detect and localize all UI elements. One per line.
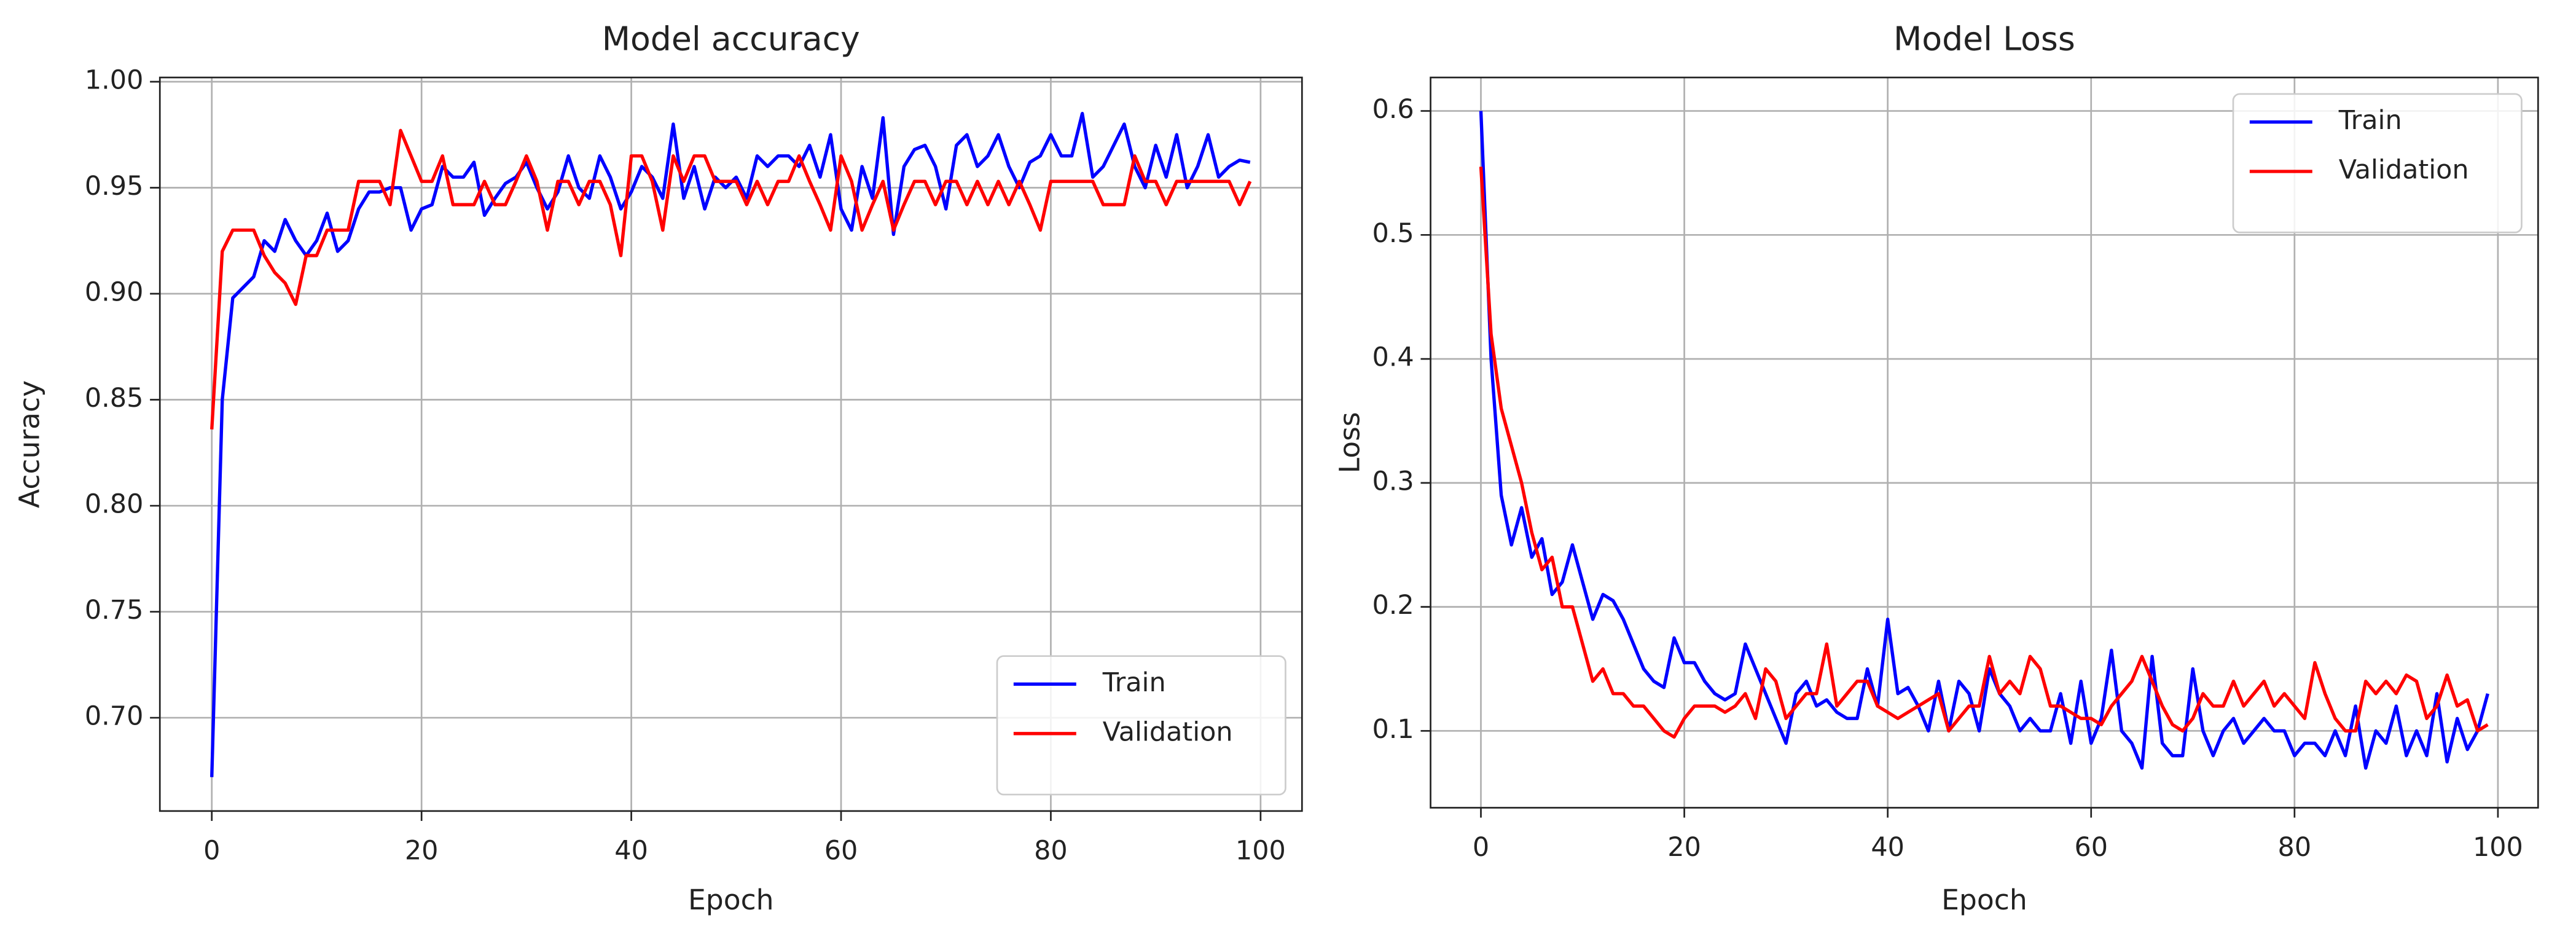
x-tick-label: 20: [405, 835, 439, 866]
x-tick-label: 100: [2473, 832, 2523, 863]
axes-frame: [1430, 76, 2539, 809]
chart-title: Model Loss: [1893, 20, 2075, 58]
y-tick-label: 0.95: [85, 171, 144, 202]
x-tick-label: 40: [614, 835, 648, 866]
y-tick-label: 0.6: [1372, 94, 1414, 125]
line-series: [1479, 111, 2489, 770]
x-tick-label: 20: [1667, 832, 1701, 863]
line-series: [210, 128, 1252, 430]
x-tick-label: 100: [1235, 835, 1286, 866]
y-axis-label: Accuracy: [13, 380, 45, 508]
y-tick-label: 0.2: [1372, 590, 1414, 621]
x-tick-label: 80: [2278, 832, 2312, 863]
legend-box: [2232, 93, 2523, 234]
legend-label: Train: [2338, 105, 2402, 136]
y-tick-label: 0.70: [85, 701, 144, 732]
y-axis-label: Loss: [1333, 412, 1366, 473]
x-axis-label: Epoch: [688, 884, 774, 916]
y-tick-label: 0.90: [85, 277, 144, 308]
legend-label: Train: [1102, 667, 1166, 698]
x-tick-label: 60: [2074, 832, 2108, 863]
chart-title: Model accuracy: [602, 20, 860, 58]
x-tick-label: 80: [1034, 835, 1068, 866]
x-tick-label: 40: [1871, 832, 1905, 863]
y-tick-label: 0.85: [85, 383, 144, 414]
y-tick-label: 0.5: [1372, 218, 1414, 249]
legend-label: Validation: [2339, 154, 2469, 185]
y-tick-label: 0.75: [85, 595, 144, 626]
x-tick-label: 0: [203, 835, 220, 866]
x-tick-label: 60: [824, 835, 858, 866]
y-tick-label: 1.00: [85, 65, 144, 95]
axes-frame: [159, 76, 1303, 812]
legend-box: [996, 655, 1286, 796]
y-tick-label: 0.3: [1372, 466, 1414, 496]
y-tick-label: 0.80: [85, 489, 144, 520]
y-tick-label: 0.1: [1372, 714, 1414, 745]
x-axis-label: Epoch: [1941, 884, 2027, 916]
line-series: [1479, 167, 2489, 739]
x-tick-label: 0: [1473, 832, 1489, 863]
y-tick-label: 0.4: [1372, 342, 1414, 373]
legend-label: Validation: [1103, 716, 1233, 747]
